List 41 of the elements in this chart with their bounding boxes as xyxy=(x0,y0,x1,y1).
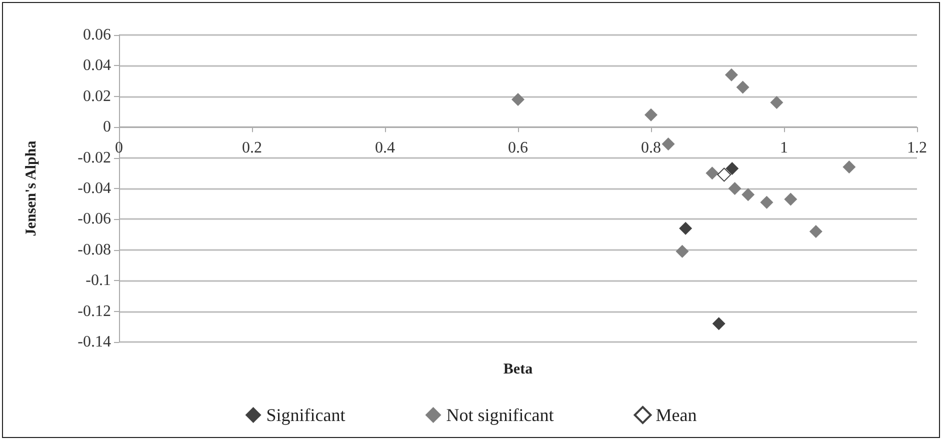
point xyxy=(770,96,784,110)
point xyxy=(842,160,856,174)
x-tick-label: 0.8 xyxy=(641,140,661,156)
legend-label: Mean xyxy=(656,405,697,425)
point xyxy=(809,224,822,238)
y-tick-label: 0.02 xyxy=(83,88,111,105)
y-tick-label: 0 xyxy=(103,118,111,136)
point xyxy=(679,222,692,235)
point xyxy=(662,137,675,150)
y-tick-label: -0.14 xyxy=(78,334,111,350)
point xyxy=(728,182,742,195)
point xyxy=(784,192,798,206)
y-tick-label: -0.04 xyxy=(78,180,111,197)
point xyxy=(712,317,726,330)
x-tick-label: 0.4 xyxy=(375,140,395,156)
point xyxy=(717,168,732,182)
x-tick-label: 0.6 xyxy=(508,140,528,156)
point xyxy=(724,68,738,82)
y-tick-label: -0.1 xyxy=(86,272,111,290)
y-tick-label: 0.06 xyxy=(83,26,111,44)
point xyxy=(676,244,689,258)
y-tick-label: -0.06 xyxy=(78,210,111,228)
point xyxy=(644,108,658,122)
y-tick-label: -0.02 xyxy=(78,149,111,166)
y-tick-label: -0.08 xyxy=(78,241,111,258)
legend-label: Significant xyxy=(266,405,346,425)
y-tick-label: -0.12 xyxy=(78,302,111,320)
x-axis-title: Beta xyxy=(503,362,534,378)
legend-label: Not significant xyxy=(446,405,554,425)
x-tick-label: 1 xyxy=(780,140,788,156)
point xyxy=(760,196,774,209)
point xyxy=(742,188,755,202)
y-tick-label: 0.04 xyxy=(83,57,111,74)
point xyxy=(736,80,750,94)
x-tick-label: 0.2 xyxy=(242,140,262,156)
point xyxy=(512,92,524,106)
y-axis-title: Jensen's Alpha xyxy=(24,140,40,236)
x-tick-label: 0 xyxy=(115,140,123,156)
x-tick-label: 1.2 xyxy=(907,140,927,156)
point xyxy=(706,166,719,180)
point xyxy=(726,162,739,176)
